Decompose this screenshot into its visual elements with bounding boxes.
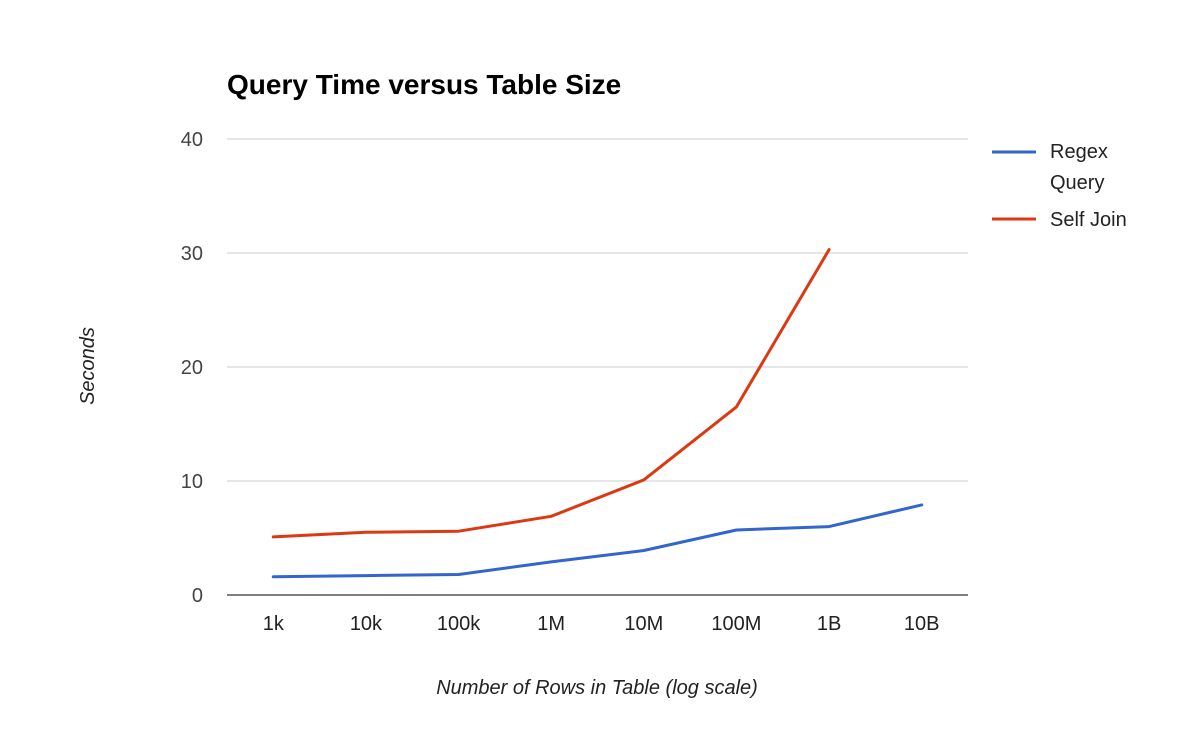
x-tick-label: 10k (350, 613, 383, 635)
data-point-regex-query[interactable] (824, 522, 834, 532)
data-point-self-join[interactable] (824, 245, 834, 255)
x-tick-label: 1B (817, 613, 841, 635)
legend-item-self-join[interactable]: Self Join (992, 209, 1127, 231)
legend-label-self-join: Self Join (1050, 209, 1127, 231)
y-tick-label: 10 (181, 471, 203, 493)
data-point-regex-query[interactable] (639, 546, 649, 556)
legend-item-regex-query[interactable]: Regex Query (992, 141, 1113, 194)
legend-label-regex-query: Regex Query (1050, 141, 1113, 194)
data-point-regex-query[interactable] (731, 525, 741, 535)
data-point-self-join[interactable] (361, 527, 371, 537)
gridlines (227, 138, 968, 596)
y-tick-label: 30 (181, 243, 203, 265)
data-point-self-join[interactable] (639, 475, 649, 485)
data-point-self-join[interactable] (454, 526, 464, 536)
data-point-regex-query[interactable] (546, 557, 556, 567)
legend: Regex Query Self Join (992, 141, 1127, 231)
data-point-regex-query[interactable] (361, 571, 371, 581)
x-tick-label: 100k (437, 613, 481, 635)
x-tick-label: 1k (263, 613, 285, 635)
x-axis-label: Number of Rows in Table (log scale) (436, 677, 758, 699)
x-tick-label: 1M (537, 613, 565, 635)
data-point-regex-query[interactable] (917, 500, 927, 510)
y-tick-label: 0 (192, 585, 203, 607)
y-tick-label: 20 (181, 357, 203, 379)
data-point-regex-query[interactable] (268, 572, 278, 582)
data-point-self-join[interactable] (731, 402, 741, 412)
series-line-regex-query[interactable] (271, 503, 924, 579)
data-point-regex-query[interactable] (454, 569, 464, 579)
series-lines (268, 245, 927, 582)
x-tick-label: 10B (904, 613, 940, 635)
series-line-self-join[interactable] (271, 248, 831, 539)
chart-title: Query Time versus Table Size (227, 69, 621, 100)
y-tick-label: 40 (181, 129, 203, 151)
x-tick-label: 100M (711, 613, 761, 635)
y-axis-tick-labels: 0 10 20 30 40 (181, 129, 203, 607)
y-axis-label: Seconds (77, 327, 99, 405)
data-point-self-join[interactable] (546, 511, 556, 521)
legend-label-regex-query-line-1: Regex (1050, 141, 1108, 163)
data-point-self-join[interactable] (268, 532, 278, 542)
legend-label-regex-query-line-2: Query (1050, 172, 1104, 194)
x-tick-label: 10M (624, 613, 663, 635)
x-axis-tick-labels: 1k 10k 100k 1M 10M 100M 1B 10B (263, 613, 940, 635)
